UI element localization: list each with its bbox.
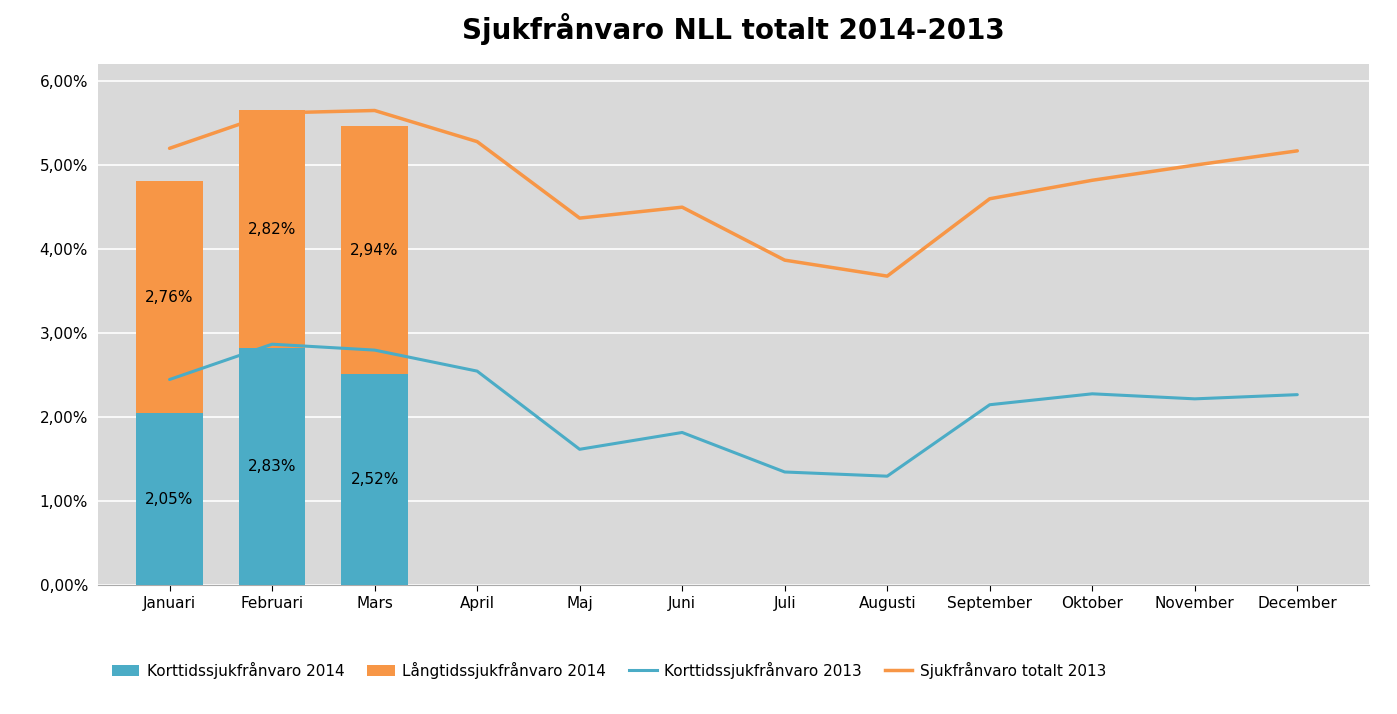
Text: 2,76%: 2,76% [145,290,194,305]
Text: 2,52%: 2,52% [351,472,398,487]
Text: 2,94%: 2,94% [351,243,400,258]
Bar [341,373,408,585]
Text: 2,82%: 2,82% [247,221,296,236]
Bar [239,111,306,348]
Bar [137,181,203,413]
Title: Sjukfrånvaro NLL totalt 2014-2013: Sjukfrånvaro NLL totalt 2014-2013 [462,14,1004,45]
Bar [239,348,306,585]
Bar [137,413,203,585]
Bar [341,126,408,373]
Text: 2,05%: 2,05% [145,492,194,507]
Legend: Korttidssjukfrånvaro 2014, Långtidssjukfrånvaro 2014, Korttidssjukfrånvaro 2013,: Korttidssjukfrånvaro 2014, Långtidssjukf… [105,655,1112,685]
Text: 2,83%: 2,83% [247,459,296,474]
